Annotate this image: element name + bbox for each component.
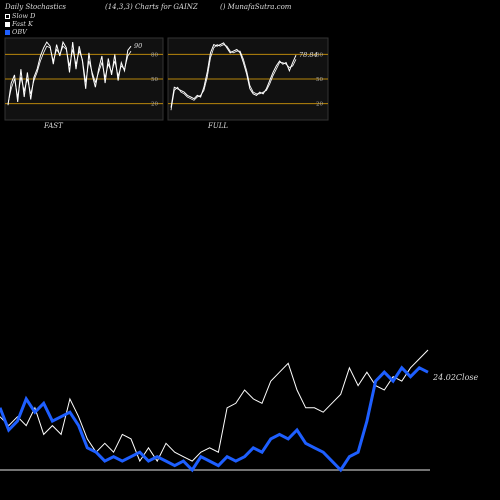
stoch-series-1 xyxy=(170,44,297,111)
legend-label: OBV xyxy=(12,28,27,36)
full-panel-title: FULL xyxy=(208,122,229,130)
fast-k-swatch-icon xyxy=(5,21,10,27)
legend-item-fast-k: Fast K xyxy=(5,20,35,28)
fast-panel-title: FAST xyxy=(44,122,63,130)
level-tick-label: 50 xyxy=(316,77,323,83)
close-value: 24.02 xyxy=(433,373,456,382)
price-line xyxy=(0,349,429,463)
level-tick-label: 80 xyxy=(316,52,323,58)
level-tick-label: 20 xyxy=(151,102,158,108)
legend-label: Slow D xyxy=(12,12,36,20)
price-obv-series xyxy=(0,349,429,473)
legend: Slow D Fast K OBV xyxy=(5,12,35,36)
obv-swatch-icon xyxy=(5,29,10,35)
full-panel: 80 50 20 78.84 xyxy=(167,37,329,121)
slow-d-swatch-icon xyxy=(5,13,10,19)
close-suffix: Close xyxy=(455,373,479,382)
site-credit: () MunafaSutra.com xyxy=(220,3,292,11)
last-value-label: 90 xyxy=(134,42,142,50)
stoch-series-1 xyxy=(7,45,132,104)
fast-series: 90 xyxy=(7,40,142,106)
level-tick-label: 20 xyxy=(316,102,323,108)
fast-panel: 80 50 20 90 xyxy=(4,37,164,121)
chart-subtitle: (14,3,3) Charts for GAINZ xyxy=(105,3,198,11)
chart-title: Daily Stochastics xyxy=(5,3,67,11)
price-obv-panel xyxy=(0,349,430,473)
close-label: 24.02Close xyxy=(433,373,478,382)
legend-label: Fast K xyxy=(12,20,33,28)
obv-line xyxy=(0,365,429,473)
legend-item-obv: OBV xyxy=(5,28,35,36)
legend-item-slow-d: Slow D xyxy=(5,12,35,20)
full-series: 78.84 xyxy=(170,42,318,111)
stoch-series-0 xyxy=(170,42,297,108)
fast-level-lines: 80 50 20 xyxy=(5,52,163,108)
last-value-label: 78.84 xyxy=(299,51,318,59)
level-tick-label: 50 xyxy=(151,77,158,83)
level-tick-label: 80 xyxy=(151,52,158,58)
